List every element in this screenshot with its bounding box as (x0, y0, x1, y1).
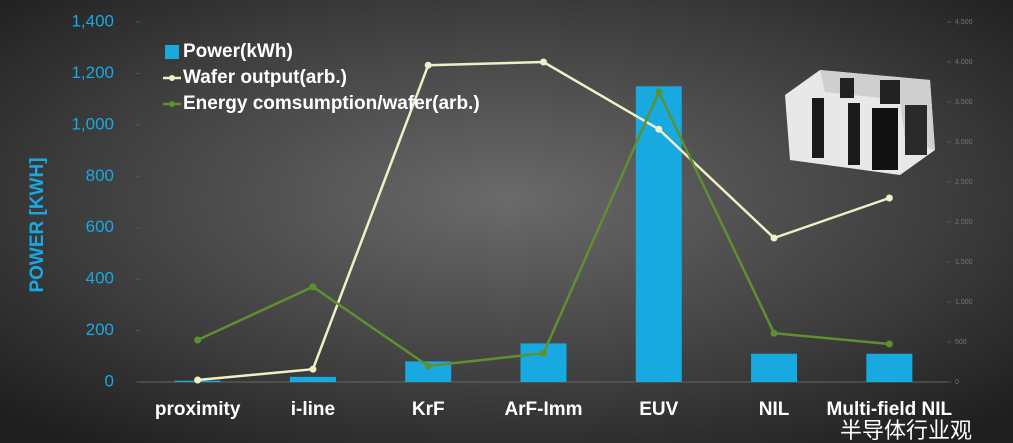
line-marker (424, 362, 432, 370)
legend-label: Power(kWh) (183, 41, 293, 62)
bar (635, 86, 682, 383)
line-marker (540, 58, 547, 66)
line-marker (194, 336, 202, 344)
line-marker (540, 349, 547, 357)
y2-tick-label: 3,000 (955, 139, 973, 146)
y2-tick-label: 4,000 (955, 59, 973, 66)
line-marker (770, 329, 778, 337)
y2-tick-label: 500 (955, 339, 967, 346)
x-tick-label: ArF-Imm (504, 399, 582, 420)
bar (751, 353, 798, 382)
line-marker (885, 340, 893, 348)
y2-tick-label: 4,500 (955, 19, 973, 26)
legend-label: Wafer output(arb.) (183, 67, 347, 88)
x-tick-label: NIL (759, 399, 790, 420)
line-marker (194, 376, 202, 384)
legend-swatch (165, 45, 179, 59)
line-marker (309, 283, 317, 291)
line-marker (885, 194, 893, 202)
x-tick-label: KrF (412, 399, 445, 420)
line-marker (424, 61, 432, 69)
y-tick-label: 600 (86, 217, 114, 236)
x-tick-label: proximity (155, 399, 241, 420)
bar (520, 343, 567, 382)
line-marker (655, 88, 663, 96)
y-axis-label: POWER [KWH] (27, 157, 48, 292)
bar (866, 353, 913, 382)
y2-tick-label: 1,500 (955, 259, 973, 266)
line-marker (309, 365, 317, 373)
legend-label: Energy comsumption/wafer(arb.) (183, 93, 480, 114)
y-tick-label: 400 (86, 269, 114, 288)
y2-tick-label: 2,000 (955, 219, 973, 226)
y-tick-label: 1,400 (71, 11, 114, 30)
y-tick-label: 200 (86, 320, 114, 339)
legend-swatch (169, 101, 175, 107)
legend-swatch (169, 75, 175, 81)
x-tick-label: Multi-field NIL (827, 399, 953, 420)
bar (405, 361, 452, 382)
y-tick-label: 0 (105, 371, 114, 390)
x-tick-label: EUV (639, 399, 678, 420)
watermark: 半导体行业观 (840, 418, 972, 443)
y-tick-label: 800 (86, 166, 114, 185)
bar (289, 376, 336, 382)
y2-tick-label: 0 (955, 379, 959, 386)
line-marker (655, 125, 663, 133)
y-tick-label: 1,000 (71, 114, 114, 133)
line-marker (770, 234, 778, 242)
machine-illustration (785, 70, 935, 175)
y2-tick-label: 3,500 (955, 99, 973, 106)
x-tick-label: i-line (291, 399, 335, 420)
y-tick-label: 1,200 (71, 63, 114, 82)
y2-tick-label: 2,500 (955, 179, 973, 186)
y2-tick-label: 1,000 (955, 299, 973, 306)
